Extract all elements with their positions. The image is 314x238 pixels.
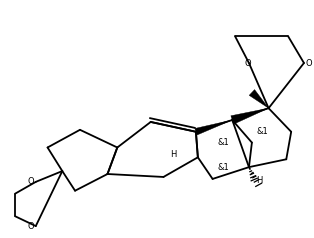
Text: &1: &1 (218, 138, 229, 147)
Text: O: O (306, 59, 312, 68)
Text: O: O (27, 222, 34, 231)
Text: H: H (257, 176, 263, 185)
Text: &1: &1 (257, 127, 268, 136)
Polygon shape (231, 108, 268, 124)
Text: O: O (27, 177, 34, 186)
Polygon shape (249, 90, 268, 108)
Text: H: H (170, 150, 176, 159)
Polygon shape (195, 120, 232, 135)
Text: O: O (244, 59, 251, 68)
Text: &1: &1 (218, 163, 229, 172)
